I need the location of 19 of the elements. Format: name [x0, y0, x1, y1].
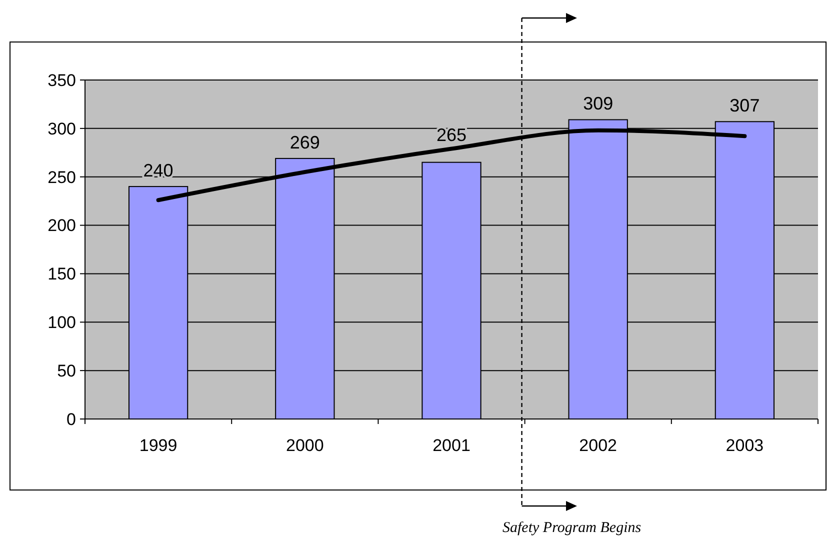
y-tick-label: 350	[48, 70, 76, 90]
data-label: 265	[436, 124, 467, 145]
data-label: 269	[290, 132, 320, 152]
y-tick-label: 150	[48, 264, 76, 284]
data-label: 307	[730, 96, 760, 116]
y-tick-label: 50	[57, 362, 76, 381]
x-tick-label: 2001	[432, 436, 470, 455]
x-tick-label: 2002	[579, 436, 618, 455]
x-tick-label: 1999	[139, 436, 178, 455]
y-tick-label: 0	[66, 410, 76, 429]
y-tick-label: 100	[48, 313, 76, 332]
y-tick-label: 200	[48, 216, 76, 236]
y-tick-label: 300	[48, 119, 76, 138]
x-tick-label: 2000	[286, 436, 324, 455]
data-label: 309	[583, 94, 614, 114]
y-tick-label: 250	[48, 168, 76, 187]
x-tick-label: 2003	[726, 436, 764, 455]
text: Safety Program Begins	[502, 520, 642, 536]
data-label: 240	[143, 160, 174, 181]
